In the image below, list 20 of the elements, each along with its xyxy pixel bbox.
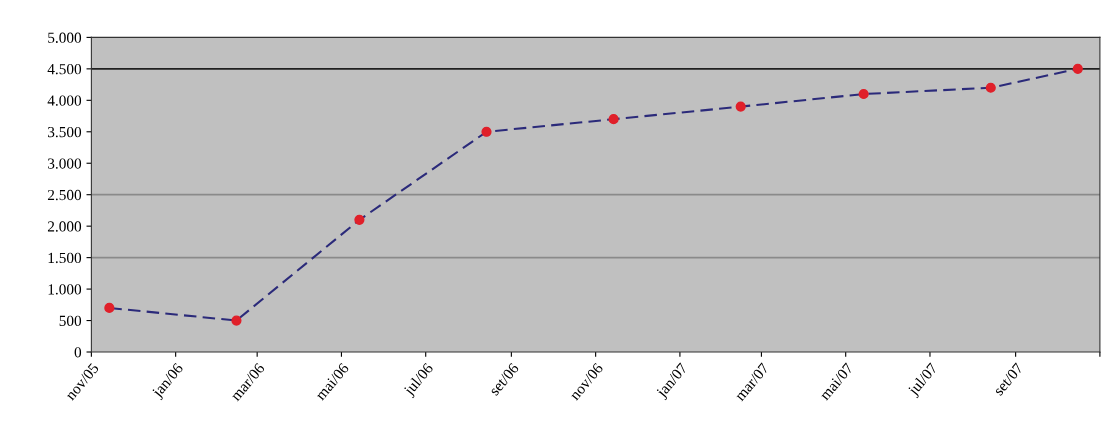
point — [354, 214, 365, 225]
point — [231, 315, 242, 326]
point — [1072, 63, 1083, 74]
y-tick-label: 3.000 — [48, 158, 82, 169]
y-tick-label: 3.500 — [48, 126, 82, 138]
y-tick-label: 5.000 — [48, 32, 82, 43]
y-tick-label: 4.000 — [47, 95, 82, 106]
y-tick-label: 1.000 — [48, 284, 82, 295]
y-tick-label: 0 — [74, 347, 82, 358]
y-tick-label: 2.500 — [47, 189, 82, 201]
point — [985, 82, 996, 93]
y-tick-label: 1.500 — [48, 252, 82, 264]
y-tick-label: 4.500 — [47, 64, 82, 75]
point — [104, 302, 115, 314]
point — [481, 126, 492, 137]
point — [735, 101, 746, 112]
point — [608, 114, 619, 125]
y-tick-label: 500 — [59, 315, 82, 326]
point — [858, 88, 869, 100]
y-tick-label: 2.000 — [47, 221, 82, 232]
